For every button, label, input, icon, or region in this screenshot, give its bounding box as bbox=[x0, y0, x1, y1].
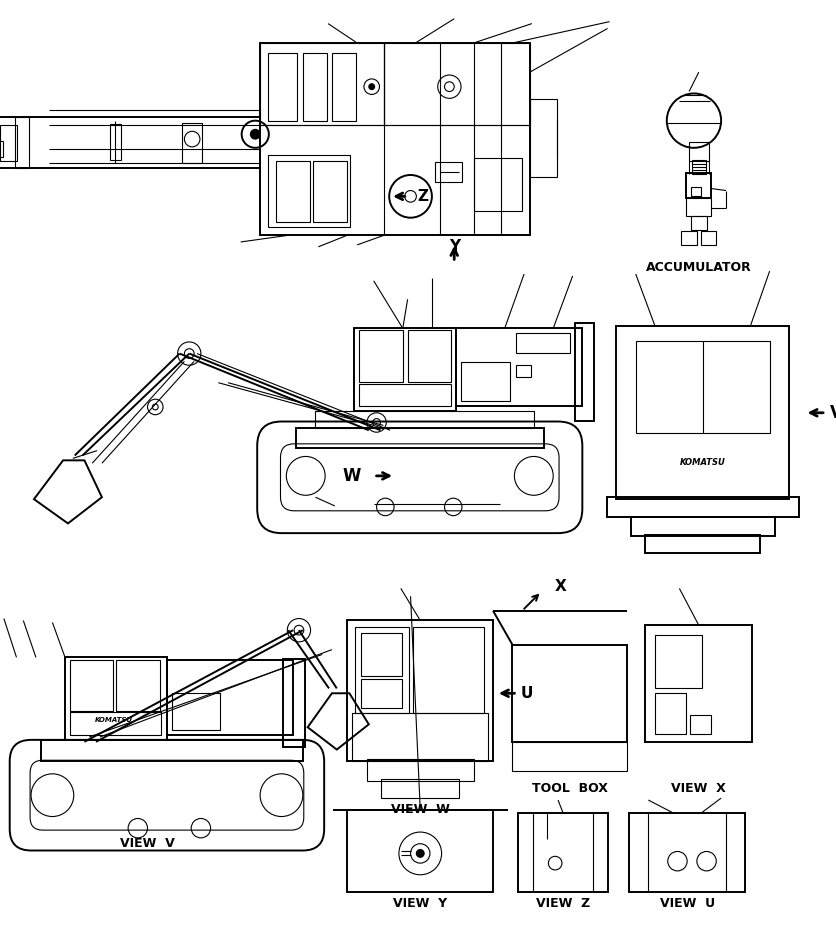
Bar bbox=[315, 411, 533, 428]
Text: VIEW  Y: VIEW Y bbox=[393, 898, 446, 910]
Bar bbox=[516, 365, 530, 377]
Bar bbox=[691, 187, 700, 196]
Bar bbox=[0, 124, 18, 161]
Text: X: X bbox=[554, 579, 566, 594]
Bar bbox=[407, 330, 451, 382]
Bar bbox=[69, 712, 161, 735]
Bar bbox=[69, 660, 113, 711]
Bar bbox=[332, 53, 356, 121]
Bar bbox=[260, 43, 384, 125]
Bar bbox=[359, 384, 451, 406]
Bar bbox=[461, 362, 509, 401]
Bar bbox=[635, 341, 769, 433]
Text: V: V bbox=[828, 404, 836, 422]
Bar bbox=[655, 693, 686, 734]
Bar bbox=[573, 323, 594, 421]
Text: Z: Z bbox=[417, 189, 428, 204]
Text: KOMATSU: KOMATSU bbox=[94, 718, 132, 723]
Bar bbox=[352, 713, 487, 761]
Bar bbox=[314, 161, 347, 222]
Bar bbox=[303, 53, 327, 121]
Text: VIEW  U: VIEW U bbox=[659, 898, 714, 910]
Bar bbox=[700, 231, 716, 245]
Bar bbox=[65, 657, 166, 740]
Text: ACCUMULATOR: ACCUMULATOR bbox=[645, 261, 751, 274]
Bar bbox=[182, 123, 201, 163]
Text: VIEW  X: VIEW X bbox=[670, 782, 726, 795]
Bar bbox=[689, 715, 711, 734]
Bar bbox=[116, 660, 160, 711]
Bar bbox=[655, 635, 701, 688]
Bar bbox=[512, 645, 626, 742]
Bar bbox=[381, 779, 458, 798]
Text: VIEW  Z: VIEW Z bbox=[535, 898, 589, 910]
Bar bbox=[268, 155, 350, 227]
Bar bbox=[645, 535, 759, 553]
Bar bbox=[517, 813, 607, 892]
Text: VIEW  V: VIEW V bbox=[120, 837, 175, 851]
Bar bbox=[360, 633, 401, 676]
Bar bbox=[691, 160, 705, 174]
Bar bbox=[686, 174, 711, 198]
Circle shape bbox=[250, 129, 260, 139]
Circle shape bbox=[369, 84, 375, 90]
Bar bbox=[512, 742, 626, 771]
Bar bbox=[606, 497, 798, 517]
Bar bbox=[366, 759, 473, 781]
Text: U: U bbox=[520, 686, 532, 701]
Bar bbox=[691, 216, 706, 230]
Bar bbox=[681, 231, 696, 245]
Bar bbox=[354, 627, 408, 713]
Bar bbox=[260, 43, 529, 235]
Bar bbox=[413, 627, 484, 713]
Bar bbox=[347, 810, 492, 892]
Bar bbox=[688, 142, 707, 161]
Bar bbox=[110, 124, 121, 160]
Bar bbox=[171, 693, 220, 730]
Bar bbox=[384, 43, 529, 125]
Text: KOMATSU: KOMATSU bbox=[679, 458, 725, 467]
Bar bbox=[516, 333, 569, 353]
Text: TOOL  BOX: TOOL BOX bbox=[531, 782, 607, 795]
Bar bbox=[473, 157, 522, 211]
Bar bbox=[686, 198, 711, 216]
Bar bbox=[645, 625, 752, 742]
Bar bbox=[296, 428, 543, 448]
Text: W: W bbox=[342, 467, 360, 485]
Bar bbox=[360, 679, 401, 708]
Bar bbox=[628, 813, 745, 892]
Bar bbox=[359, 330, 402, 382]
Bar bbox=[275, 161, 309, 222]
Bar bbox=[41, 740, 303, 761]
Bar bbox=[456, 328, 582, 406]
Circle shape bbox=[415, 850, 424, 857]
Bar bbox=[630, 517, 773, 536]
Bar bbox=[354, 328, 456, 411]
Bar bbox=[615, 326, 788, 499]
Bar bbox=[347, 620, 492, 761]
Bar bbox=[0, 141, 3, 157]
Bar bbox=[268, 53, 297, 121]
Bar bbox=[283, 659, 304, 747]
Bar bbox=[434, 162, 461, 182]
Text: VIEW  W: VIEW W bbox=[390, 803, 449, 817]
Bar bbox=[166, 660, 293, 735]
Text: Y: Y bbox=[448, 240, 459, 255]
Bar bbox=[529, 99, 557, 177]
Bar bbox=[14, 117, 29, 168]
